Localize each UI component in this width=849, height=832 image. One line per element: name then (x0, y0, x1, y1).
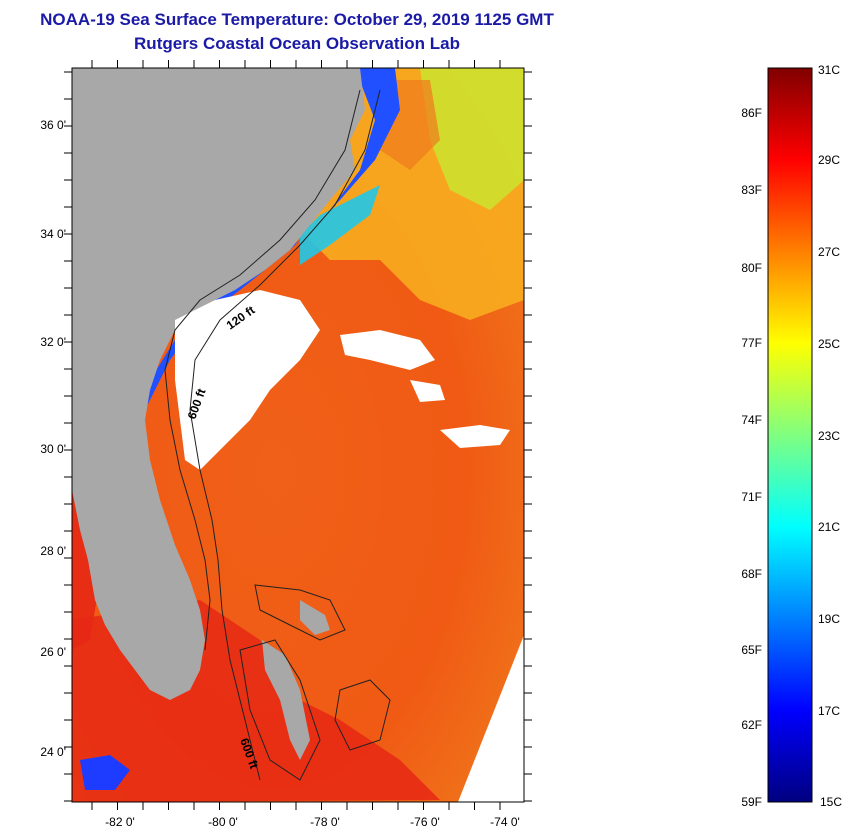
cloud-patch-4 (262, 340, 300, 365)
lat-label: 24 0' (40, 745, 66, 759)
celsius-label: 21C (818, 520, 840, 534)
fahrenheit-label: 62F (741, 718, 762, 732)
lon-label: -74 0' (490, 815, 520, 829)
latitude-labels: 36 0' 34 0' 32 0' 30 0' 28 0' 26 0' 24 0… (40, 118, 66, 759)
celsius-label: 31C (818, 63, 840, 77)
celsius-label: 15C (820, 795, 842, 809)
fahrenheit-label: 74F (741, 413, 762, 427)
cold-coastal-band (140, 68, 400, 420)
celsius-label: 29C (818, 153, 840, 167)
celsius-label: 19C (818, 612, 840, 626)
lon-label: -80 0' (208, 815, 238, 829)
lat-label: 34 0' (40, 227, 66, 241)
fahrenheit-label: 65F (741, 643, 762, 657)
map-imagery (72, 68, 524, 802)
cold-spot (80, 755, 130, 790)
fahrenheit-label: 77F (741, 336, 762, 350)
fahrenheit-label: 83F (741, 183, 762, 197)
lat-label: 32 0' (40, 335, 66, 349)
cloud-patch-3 (440, 425, 510, 448)
cloud-patch-5 (410, 380, 445, 402)
celsius-label: 23C (818, 429, 840, 443)
lon-label: -82 0' (105, 815, 135, 829)
lat-label: 28 0' (40, 544, 66, 558)
map-border (71, 67, 525, 803)
contour-bahamas-3 (334, 679, 391, 751)
map-ticks (64, 60, 532, 810)
lon-label: -78 0' (310, 815, 340, 829)
fahrenheit-label: 86F (741, 106, 762, 120)
cloud-patch-1 (175, 290, 320, 470)
fahrenheit-label: 80F (741, 261, 762, 275)
colorbar-celsius-labels: 31C 29C 27C 25C 23C 21C 19C 17C 15C (818, 63, 842, 809)
lat-label: 36 0' (40, 118, 66, 132)
fahrenheit-label: 71F (741, 490, 762, 504)
map-subtitle: Rutgers Coastal Ocean Observation Lab (134, 34, 460, 53)
contour-bahamas-1 (254, 584, 346, 641)
shelf-water (300, 185, 380, 265)
celsius-label: 17C (818, 704, 840, 718)
longitude-labels: -82 0' -80 0' -78 0' -76 0' -74 0' (105, 815, 520, 829)
celsius-label: 25C (818, 337, 840, 351)
land-bahamas-abaco (300, 600, 330, 635)
lon-label: -76 0' (410, 815, 440, 829)
map-title: NOAA-19 Sea Surface Temperature: October… (40, 10, 554, 29)
contour-120ft (164, 89, 361, 651)
lat-label: 30 0' (40, 442, 66, 456)
fahrenheit-label: 59F (741, 795, 762, 809)
colorbar-fahrenheit-labels: 86F 83F 80F 77F 74F 71F 68F 65F 62F 59F (741, 106, 762, 809)
lat-label: 26 0' (40, 645, 66, 659)
contour-600ft (189, 89, 381, 781)
colorbar (767, 67, 813, 803)
cooler-water-ne (420, 68, 524, 210)
fahrenheit-label: 68F (741, 567, 762, 581)
cloud-patch-2 (340, 330, 435, 370)
contour-bahamas-2 (239, 639, 321, 781)
land-bahamas-andros (262, 640, 310, 760)
celsius-label: 27C (818, 245, 840, 259)
